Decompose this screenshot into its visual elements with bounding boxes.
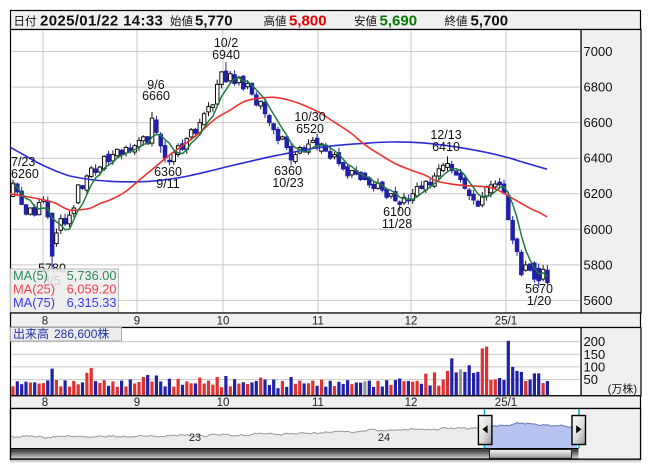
svg-text:9: 9 [134, 397, 140, 409]
svg-text:1/20: 1/20 [527, 294, 551, 308]
svg-text:5670: 5670 [525, 282, 553, 296]
svg-text:高値: 高値 [264, 14, 287, 28]
svg-text:5,736.00: 5,736.00 [67, 268, 117, 283]
svg-text:MA(75): MA(75) [13, 295, 55, 310]
svg-text:MA(25): MA(25) [13, 282, 55, 297]
svg-text:6360: 6360 [274, 164, 302, 178]
svg-text:12: 12 [405, 316, 418, 328]
svg-text:8: 8 [42, 316, 48, 328]
svg-text:11: 11 [312, 397, 324, 409]
svg-text:6800: 6800 [584, 80, 613, 95]
svg-text:8: 8 [42, 397, 48, 409]
svg-text:6400: 6400 [584, 151, 613, 166]
svg-text:9/11: 9/11 [156, 177, 179, 191]
svg-text:6410: 6410 [432, 140, 460, 154]
svg-text:5,800: 5,800 [289, 13, 327, 30]
svg-text:6,059.20: 6,059.20 [67, 282, 117, 297]
svg-text:24: 24 [378, 432, 390, 444]
svg-text:10: 10 [217, 397, 230, 409]
svg-text:7/23: 7/23 [11, 155, 35, 169]
svg-text:25/1: 25/1 [495, 316, 517, 328]
svg-text:6,315.33: 6,315.33 [67, 295, 117, 310]
svg-text:11/28: 11/28 [382, 217, 412, 231]
svg-text:12: 12 [405, 397, 418, 409]
svg-text:10/23: 10/23 [272, 176, 303, 190]
svg-text:出来高: 出来高 [13, 326, 49, 341]
svg-text:5,700: 5,700 [471, 13, 509, 30]
svg-text:9/6: 9/6 [147, 78, 164, 92]
svg-text:(万株): (万株) [608, 382, 637, 396]
svg-text:150: 150 [584, 347, 606, 362]
svg-text:5,690: 5,690 [380, 13, 418, 30]
svg-text:終値: 終値 [445, 14, 468, 28]
svg-text:6940: 6940 [212, 48, 240, 62]
svg-text:6600: 6600 [584, 115, 613, 130]
svg-text:100: 100 [584, 359, 606, 374]
svg-text:5,770: 5,770 [195, 13, 233, 30]
svg-text:12/13: 12/13 [430, 128, 461, 142]
svg-text:23: 23 [189, 432, 201, 444]
svg-text:6260: 6260 [11, 167, 39, 181]
svg-text:286,600株: 286,600株 [54, 326, 109, 341]
svg-text:5600: 5600 [584, 293, 613, 308]
svg-text:2025/01/22 14:33: 2025/01/22 14:33 [40, 13, 163, 30]
svg-text:MA(5): MA(5) [13, 268, 48, 283]
svg-text:日付: 日付 [14, 15, 37, 28]
svg-text:200: 200 [584, 334, 606, 349]
svg-text:9: 9 [134, 316, 140, 328]
svg-text:25/1: 25/1 [495, 397, 517, 409]
svg-text:5800: 5800 [584, 257, 613, 272]
svg-text:始値: 始値 [170, 14, 193, 28]
svg-text:6360: 6360 [154, 165, 182, 179]
svg-text:7000: 7000 [584, 44, 613, 59]
svg-text:50: 50 [584, 372, 598, 387]
svg-text:安値: 安値 [354, 14, 377, 28]
svg-text:6520: 6520 [296, 122, 324, 136]
svg-text:11: 11 [312, 316, 324, 328]
svg-text:6200: 6200 [584, 186, 613, 201]
svg-text:10: 10 [217, 316, 230, 328]
svg-text:10/2: 10/2 [214, 36, 238, 50]
svg-text:6100: 6100 [383, 205, 411, 219]
svg-text:10/30: 10/30 [294, 110, 325, 124]
svg-text:6000: 6000 [584, 222, 613, 237]
svg-text:6660: 6660 [142, 89, 170, 103]
